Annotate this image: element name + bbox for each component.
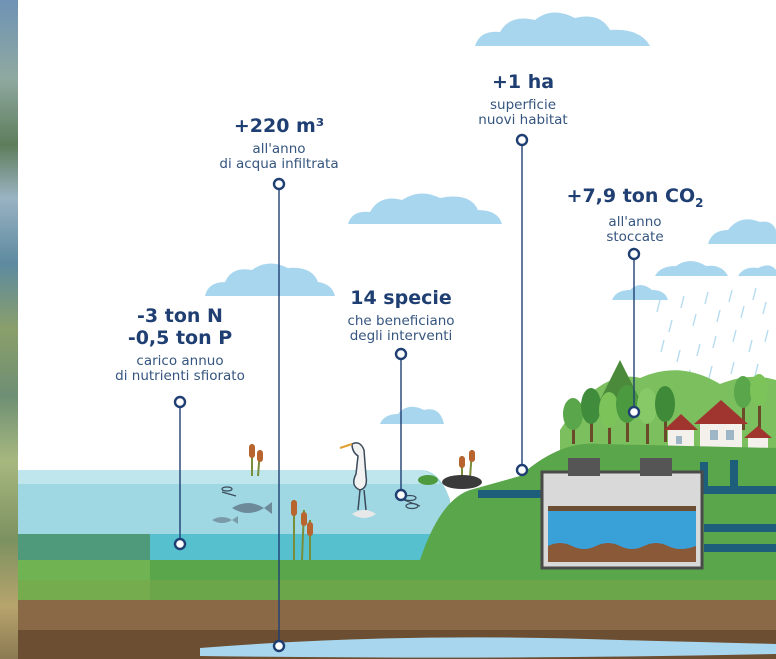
nutrients-label: -3 ton N -0,5 ton P carico annuo di nutr…: [90, 305, 270, 385]
species-line1: che beneficiano: [347, 312, 455, 329]
frog-icon: [418, 475, 482, 489]
nutrients-line2: di nutrienti sfiorato: [115, 368, 245, 385]
water-line1: all'anno: [252, 140, 306, 157]
species-line2: degli interventi: [349, 328, 453, 345]
marker: [394, 488, 408, 502]
cloud-icon: [348, 193, 502, 224]
water-value: +220 m³: [233, 115, 325, 137]
marker: [272, 177, 286, 191]
reed-icon: [249, 444, 475, 561]
marker: [272, 639, 286, 653]
habitat-line1: superficie: [490, 96, 556, 113]
water-surface: [18, 470, 440, 484]
heron-icon: [339, 442, 368, 511]
cloud-icon: [612, 261, 776, 300]
nutrients-value-n: -3 ton N: [137, 305, 223, 327]
carbon-subscript: 2: [695, 195, 704, 210]
photo-strip: [0, 0, 18, 659]
nutrients-line1: carico annuo: [136, 352, 224, 369]
carbon-line1: all'anno: [608, 213, 662, 230]
carbon-value-wrap: +7,9 ton CO2: [560, 185, 710, 211]
marker: [515, 133, 529, 147]
nutrients-value-p: -0,5 ton P: [127, 326, 233, 349]
marker: [173, 537, 187, 551]
rain-icon: [656, 287, 769, 383]
carbon-line2: stoccate: [606, 229, 664, 246]
cloud-icon: [205, 263, 335, 296]
marker: [394, 347, 408, 361]
marker: [515, 463, 529, 477]
carbon-label: +7,9 ton CO2 all'anno stoccate: [560, 185, 710, 246]
dragonfly-icon: [221, 486, 421, 510]
pipe-icon: [478, 460, 776, 552]
habitat-line2: nuovi habitat: [478, 112, 568, 129]
carbon-value: +7,9 ton CO: [566, 185, 696, 207]
water-line2: di acqua infiltrata: [219, 156, 339, 173]
marker: [627, 405, 641, 419]
cloud-icon: [708, 219, 776, 244]
habitat-value: +1 ha: [491, 71, 555, 93]
species-label: 14 specie che beneficiano degli interven…: [316, 287, 486, 345]
cloud-icon: [380, 406, 444, 424]
tree-icon: [563, 374, 768, 444]
cloud-icon: [475, 12, 650, 46]
indicator-lines: [179, 140, 635, 646]
fish-icon: [212, 502, 376, 524]
habitat-label: +1 ha superficie nuovi habitat: [450, 71, 596, 129]
shore: [18, 534, 150, 560]
groundwater: [200, 637, 776, 658]
marker: [627, 247, 641, 261]
marker: [173, 395, 187, 409]
water-label: +220 m³ all'anno di acqua infiltrata: [194, 115, 364, 173]
tank-icon: [540, 458, 704, 570]
species-value: 14 specie: [350, 287, 452, 309]
